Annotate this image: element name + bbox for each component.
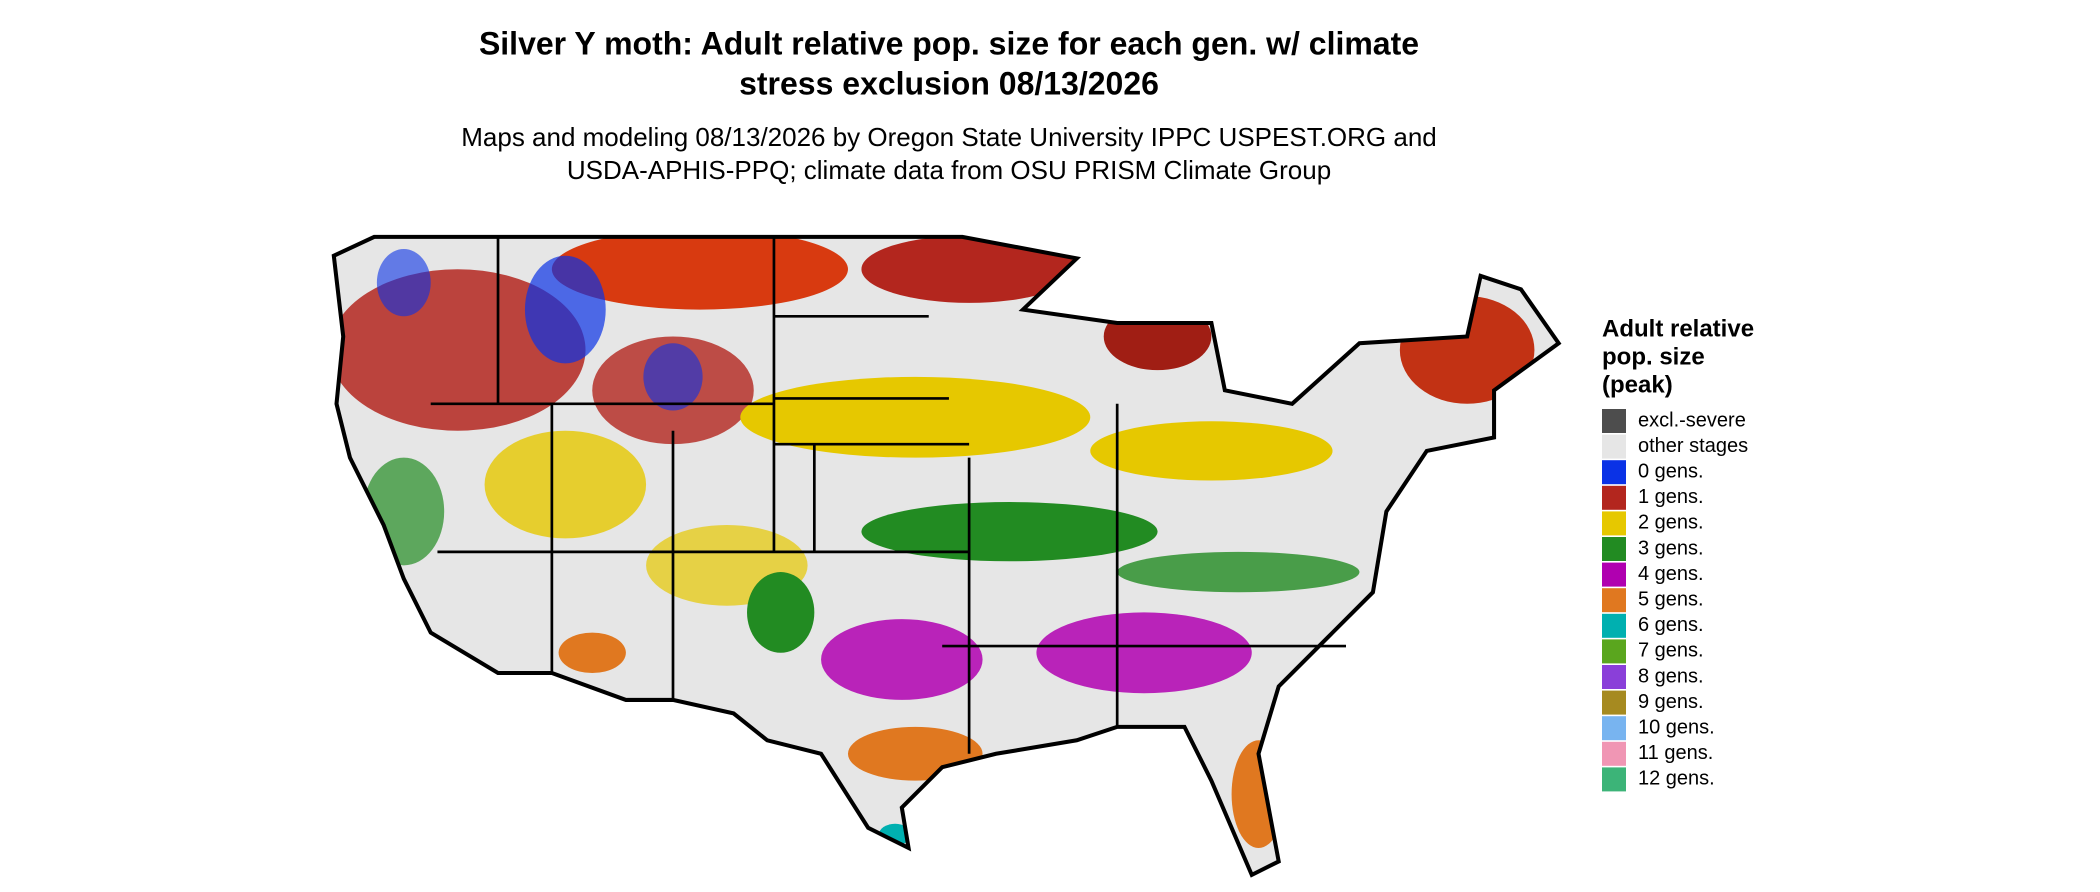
legend-label: 1 gens. [1638, 486, 1704, 508]
legend-swatch [1602, 767, 1626, 792]
legend-swatch [1602, 716, 1626, 741]
legend-label: 10 gens. [1638, 716, 1715, 738]
legend-swatch [1602, 665, 1626, 689]
subtitle: Maps and modeling 08/13/2026 by Oregon S… [461, 122, 1437, 152]
legend-swatch [1602, 588, 1626, 613]
legend-label: 2 gens. [1638, 512, 1704, 534]
legend-label: 4 gens. [1638, 563, 1704, 585]
legend-swatch [1602, 485, 1626, 510]
legend-label: excl.-severe [1638, 409, 1746, 431]
legend-swatch [1602, 741, 1626, 766]
legend-label: 9 gens. [1638, 691, 1704, 713]
legend-title: (peak) [1602, 371, 1673, 398]
legend-swatch [1602, 639, 1626, 664]
title: stress exclusion 08/13/2026 [739, 65, 1159, 101]
legend-title: Adult relative [1602, 315, 1754, 342]
legend-label: 3 gens. [1638, 537, 1704, 559]
subtitle: USDA-APHIS-PPQ; climate data from OSU PR… [567, 155, 1331, 185]
legend-title: pop. size [1602, 343, 1705, 370]
legend-swatch [1602, 409, 1626, 433]
legend-label: 0 gens. [1638, 460, 1704, 482]
legend-label: 7 gens. [1638, 640, 1704, 662]
legend-label: 6 gens. [1638, 614, 1704, 636]
legend-swatch [1602, 562, 1626, 587]
legend-label: 5 gens. [1638, 588, 1704, 610]
legend-swatch [1602, 690, 1626, 715]
legend-swatch [1602, 511, 1626, 536]
legend-swatch [1602, 613, 1626, 638]
legend-label: 11 gens. [1638, 742, 1713, 764]
legend-label: other stages [1638, 435, 1748, 457]
legend-label: 8 gens. [1638, 665, 1704, 687]
legend-label: 12 gens. [1638, 768, 1715, 790]
title: Silver Y moth: Adult relative pop. size … [479, 25, 1419, 61]
legend-swatch [1602, 537, 1626, 561]
legend-swatch [1602, 460, 1626, 485]
legend-swatch [1602, 434, 1626, 459]
map [323, 215, 1575, 888]
